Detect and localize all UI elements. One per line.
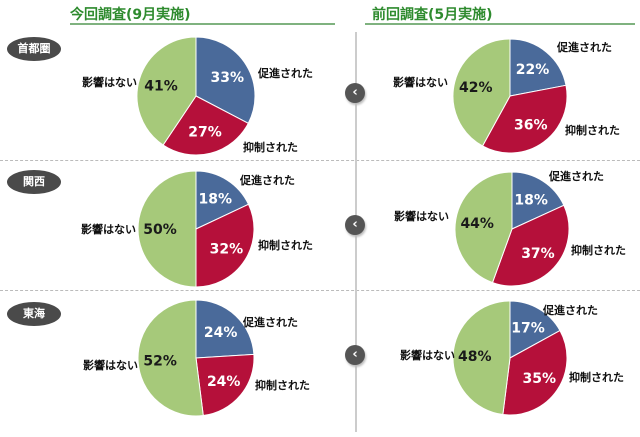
pie-slice-suppressed [195, 353, 255, 417]
pct-label-promoted: 22% [516, 62, 550, 78]
pct-label-no-effect: 50% [143, 222, 177, 238]
pct-label-promoted: 33% [211, 70, 245, 86]
category-label-promoted: 促進された [548, 169, 604, 183]
row-divider [0, 160, 640, 161]
pct-label-no-effect: 42% [459, 80, 493, 96]
header-previous-underline [365, 23, 635, 25]
category-label-promoted: 促進された [556, 40, 612, 54]
pct-label-suppressed: 27% [188, 124, 222, 140]
chevron-left-icon: ‹ [345, 215, 365, 235]
region-label-shutoken: 首都圏 [7, 37, 61, 61]
pie-slice-suppressed [491, 204, 570, 287]
pct-label-promoted: 18% [514, 192, 548, 208]
pie-slice-promoted [195, 170, 250, 230]
category-label-promoted: 促進された [542, 303, 598, 317]
region-label-tokai: 東海 [7, 302, 61, 326]
pie-slice-suppressed [162, 95, 249, 156]
pie-slice-promoted [195, 299, 255, 359]
pct-label-suppressed: 24% [207, 374, 241, 390]
pie-slice-suppressed [481, 84, 568, 154]
pct-label-suppressed: 32% [210, 241, 244, 257]
pie-slice-promoted [509, 300, 561, 359]
header-current-underline [70, 23, 335, 25]
pct-label-promoted: 18% [199, 192, 233, 208]
category-label-no-effect: 影響はない [400, 348, 455, 362]
category-label-suppressed: 抑制された [571, 243, 626, 257]
category-label-promoted: 促進された [257, 66, 313, 80]
pct-label-no-effect: 41% [144, 78, 178, 94]
category-label-suppressed: 抑制された [243, 140, 298, 154]
category-label-no-effect: 影響はない [393, 75, 448, 89]
category-label-suppressed: 抑制された [569, 370, 624, 384]
pie-slice-no-effect [137, 170, 197, 288]
category-label-suppressed: 抑制された [258, 238, 313, 252]
pct-label-no-effect: 48% [458, 349, 492, 365]
row-divider [0, 290, 640, 291]
pct-label-no-effect: 52% [143, 353, 177, 369]
pie-slice-promoted [509, 38, 567, 97]
category-label-no-effect: 影響はない [394, 209, 449, 223]
chevron-left-icon: ‹ [345, 83, 365, 103]
pie-slice-no-effect [452, 300, 511, 416]
header-current: 今回調査(9月実施) [70, 7, 191, 23]
category-label-promoted: 促進された [242, 315, 298, 329]
pie-slice-no-effect [137, 299, 204, 417]
pct-label-suppressed: 37% [521, 246, 555, 262]
pie-slice-promoted [511, 171, 565, 230]
pie-slice-no-effect [454, 171, 513, 284]
category-label-no-effect: 影響はない [83, 358, 138, 372]
chevron-left-icon: ‹ [345, 345, 365, 365]
pie-slice-no-effect [136, 36, 197, 146]
pct-label-suppressed: 35% [522, 371, 556, 387]
pct-label-promoted: 24% [204, 325, 238, 341]
category-label-no-effect: 影響はない [81, 222, 136, 236]
pie-slice-no-effect [452, 38, 511, 147]
category-label-suppressed: 抑制された [565, 123, 620, 137]
category-label-suppressed: 抑制された [255, 378, 310, 392]
pie-slice-suppressed [195, 203, 255, 288]
category-label-no-effect: 影響はない [82, 75, 137, 89]
pct-label-no-effect: 44% [460, 216, 494, 232]
pct-label-promoted: 17% [511, 321, 545, 337]
pie-slice-suppressed [502, 329, 568, 416]
pie-slice-promoted [195, 36, 256, 125]
header-previous: 前回調査(5月実施) [372, 7, 493, 23]
pct-label-suppressed: 36% [514, 118, 548, 134]
region-label-kansai: 関西 [7, 170, 61, 194]
category-label-promoted: 促進された [239, 173, 295, 187]
